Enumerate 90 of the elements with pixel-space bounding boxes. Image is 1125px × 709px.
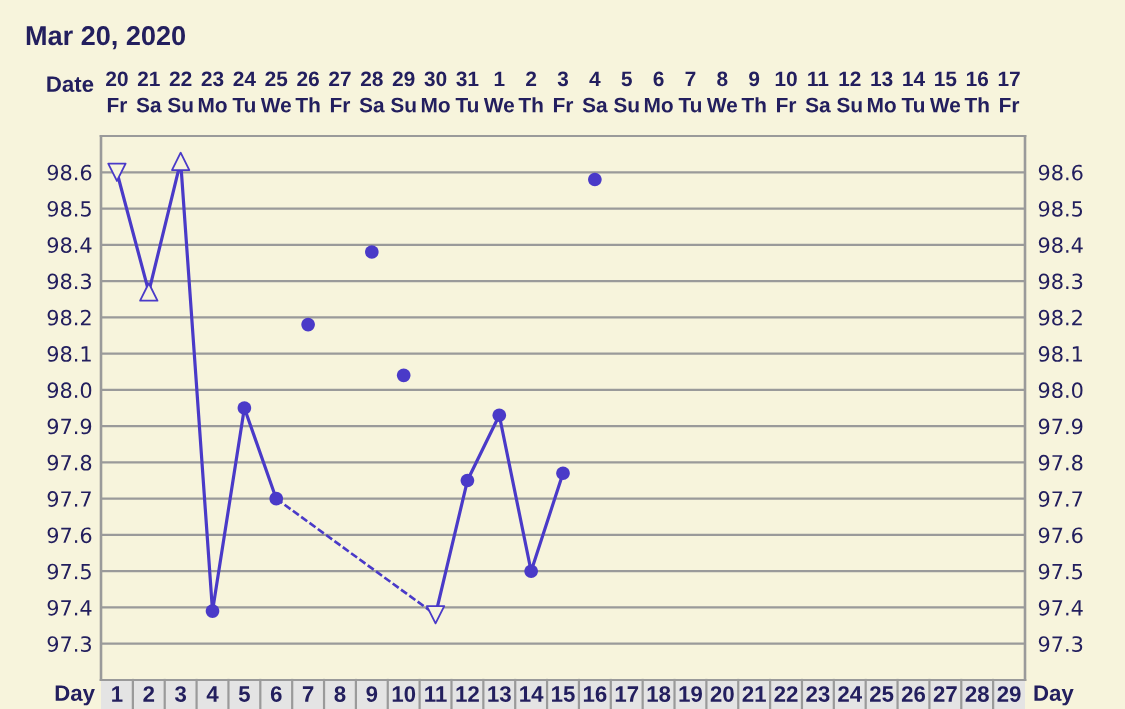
y-tick-label: 98.0 <box>47 382 92 399</box>
x-tick-label: 1 <box>112 686 123 702</box>
x-tick-label: 4 <box>206 686 219 702</box>
y2-tick-label: 98.4 <box>1038 237 1083 254</box>
y-tick-label: 97.9 <box>47 418 92 435</box>
x2-tick-label: 11 Sa <box>805 71 831 113</box>
x-tick-label: 20 <box>710 686 734 702</box>
x-tick-label: 11 <box>425 686 447 702</box>
x-axis-title: Day <box>55 685 95 706</box>
y-tick-label: 97.4 <box>47 599 92 616</box>
text: Day <box>1034 685 1074 706</box>
x2-tick-label: 9 Th <box>741 71 766 113</box>
y2-tick-label: 97.7 <box>1038 491 1083 507</box>
x-tick-label: 29 <box>997 686 1021 702</box>
x2-tick-label: 21 Sa <box>136 71 162 113</box>
x2-tick-label: 5 Su <box>614 71 639 113</box>
x2-tick-label: 23 Mo <box>198 71 227 113</box>
x-tick-label: 6 <box>270 686 282 702</box>
x-tick-label: 13 <box>488 686 511 702</box>
x2-tick-label: 10 Fr <box>775 71 797 113</box>
x2-tick-label: 4 Sa <box>582 71 608 113</box>
x-tick-label: 24 <box>838 686 862 702</box>
x2-tick-label: 20 Fr <box>106 71 128 113</box>
x2-tick-label: 31 Tu <box>455 71 479 113</box>
y-tick-label: 97.6 <box>47 527 92 544</box>
x-tick-label: 7 <box>302 686 314 702</box>
x2-tick-label: 3 Fr <box>553 71 574 113</box>
x-tick-label: 25 <box>870 686 894 702</box>
x2-axis-title: Date <box>47 76 94 92</box>
x2-tick-label: 22 Su <box>167 71 193 113</box>
x-tick-label: 15 <box>552 686 575 702</box>
x-tick-label: 9 <box>366 686 378 702</box>
x2-tick-label: 30 Mo <box>421 71 450 113</box>
y2-tick-label: 98.0 <box>1038 382 1083 399</box>
y2-tick-label: 98.2 <box>1038 309 1082 326</box>
x2-tick-label: 29 Su <box>390 71 416 113</box>
x2-tick-label: 8 We <box>706 71 738 113</box>
x2-tick-label: 17 Fr <box>998 71 1020 113</box>
y2-tick-label: 97.5 <box>1038 563 1083 580</box>
x2-tick-label: 25 We <box>260 71 291 113</box>
y-tick-label: 98.4 <box>47 237 92 254</box>
y2-tick-label: 97.9 <box>1038 418 1083 435</box>
x-tick-label: 28 <box>965 686 989 702</box>
x2-tick-label: 16 Th <box>964 71 989 113</box>
x2-tick-label: 1 We <box>483 71 515 113</box>
y-tick-label: 97.8 <box>47 454 92 471</box>
x2-tick-label: 12 Su <box>837 71 862 113</box>
x-tick-label: 21 <box>742 686 766 702</box>
x2-tick-label: 2 Th <box>518 71 543 113</box>
y-tick-label: 97.7 <box>47 491 91 507</box>
y-tick-label: 98.2 <box>47 309 91 326</box>
x2-tick-label: 14 Tu <box>901 71 925 113</box>
y2-tick-label: 98.5 <box>1038 200 1083 217</box>
x-tick-label: 5 <box>238 686 250 702</box>
y-tick-label: 98.6 <box>47 164 92 181</box>
x-tick-label: 16 <box>583 686 607 702</box>
y-tick-label: 98.3 <box>47 273 91 290</box>
x-tick-label: 10 <box>392 686 416 702</box>
y-tick-label: 98.5 <box>47 200 91 217</box>
chart-title: Mar 20, 2020 <box>26 26 185 50</box>
x2-tick-label: 7 Tu <box>678 71 702 113</box>
x-tick-label: 17 <box>615 686 639 702</box>
x2-tick-label: 26 Th <box>295 71 320 113</box>
y2-tick-label: 97.6 <box>1038 527 1083 544</box>
x2-tick-label: 6 Mo <box>644 71 673 113</box>
x-tick-label: 18 <box>647 686 671 702</box>
x2-tick-label: 13 Mo <box>867 71 896 113</box>
x2-tick-label: 28 Sa <box>359 71 385 113</box>
x-tick-label: 3 <box>174 686 187 702</box>
x-tick-label: 14 <box>520 686 544 702</box>
x-tick-label: 22 <box>774 686 798 702</box>
y2-tick-label: 97.4 <box>1038 599 1083 616</box>
x-tick-label: 27 <box>933 686 957 702</box>
y2-tick-label: 98.3 <box>1038 273 1083 290</box>
x-tick-label: 26 <box>901 686 926 702</box>
x2-tick-label: 27 Fr <box>329 71 351 113</box>
y2-tick-label: 97.3 <box>1038 636 1083 652</box>
y-tick-label: 98.1 <box>47 346 91 362</box>
x-tick-label: 23 <box>806 686 830 702</box>
x-tick-label: 12 <box>456 686 479 702</box>
x2-tick-label: 24 Tu <box>232 71 256 113</box>
y-tick-label: 97.5 <box>47 563 91 580</box>
y2-tick-label: 98.1 <box>1038 346 1082 362</box>
y2-tick-label: 97.8 <box>1038 454 1083 471</box>
x-tick-label: 8 <box>334 686 346 702</box>
x-tick-label: 2 <box>143 686 155 702</box>
x-tick-label: 19 <box>679 686 702 702</box>
x2-tick-label: 15 We <box>929 71 961 113</box>
y2-tick-label: 98.6 <box>1038 164 1083 181</box>
y-tick-label: 97.3 <box>47 636 91 652</box>
